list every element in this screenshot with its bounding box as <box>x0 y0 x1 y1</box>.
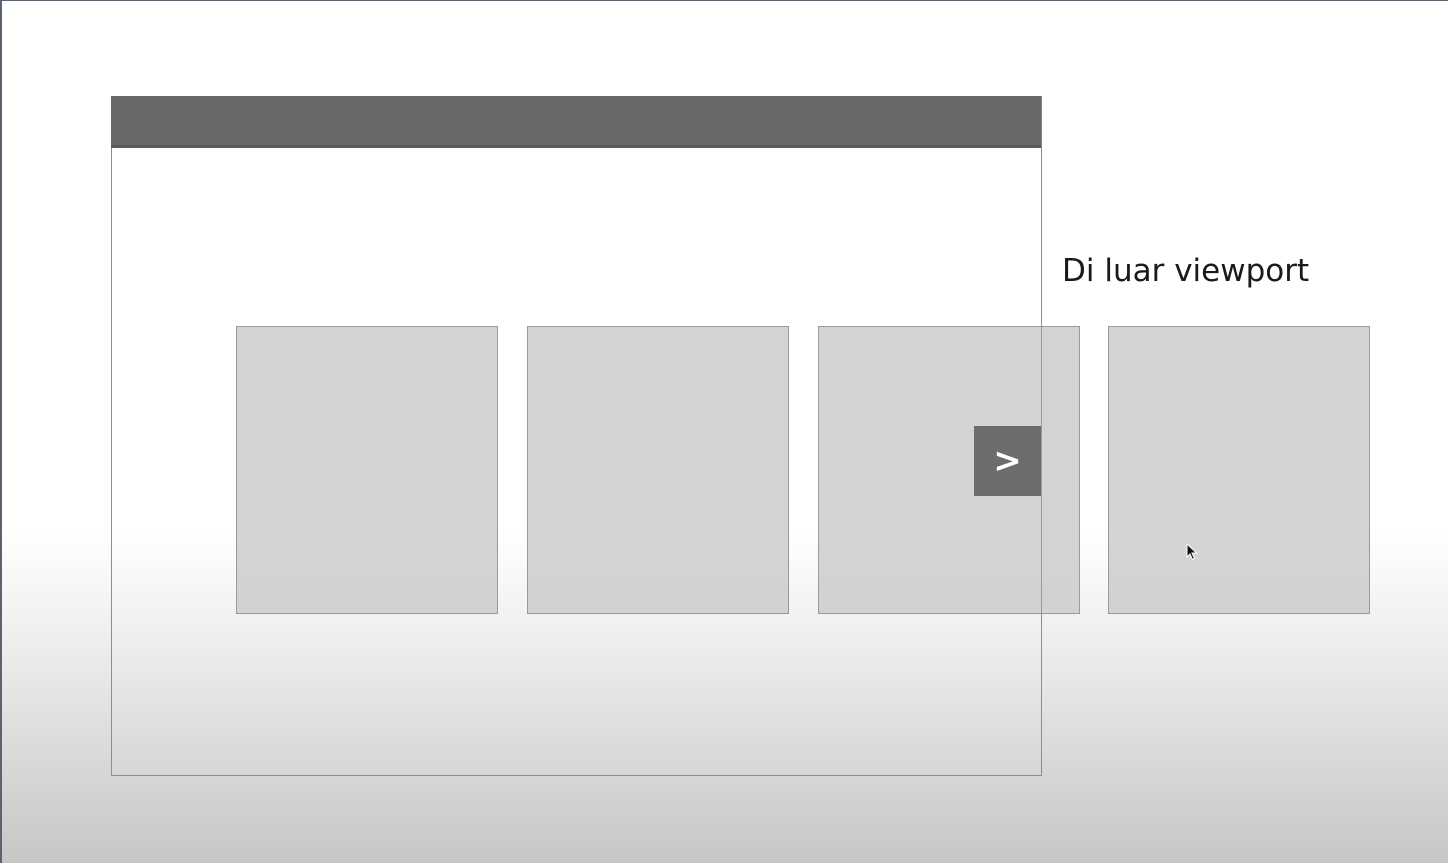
carousel-card-1 <box>236 326 498 614</box>
carousel-card-2 <box>527 326 789 614</box>
mouse-pointer-icon <box>1186 543 1198 561</box>
carousel-card-4-outside-viewport <box>1108 326 1370 614</box>
viewport-right-edge <box>1041 96 1042 776</box>
browser-top-bar <box>111 96 1042 148</box>
outside-viewport-label: Di luar viewport <box>1062 253 1310 289</box>
carousel-next-button[interactable]: > <box>974 426 1041 496</box>
